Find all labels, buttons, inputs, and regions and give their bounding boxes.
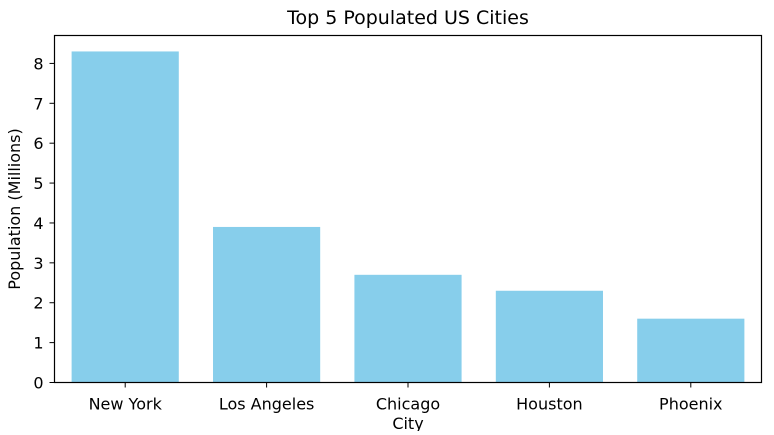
y-tick-label: 4 [33, 214, 43, 233]
y-tick-label: 6 [33, 134, 43, 153]
y-tick-label: 3 [33, 254, 43, 273]
bar-new-york [71, 51, 179, 383]
bar-chicago [354, 274, 462, 383]
x-tick-label: Phoenix [659, 395, 722, 414]
bars-group [71, 51, 745, 383]
y-tick-label: 1 [33, 334, 43, 353]
y-tick-label: 8 [33, 54, 43, 73]
x-tick-label: New York [89, 395, 163, 414]
y-axis: 0 1 2 3 4 5 6 7 8 [33, 54, 55, 393]
bar-houston [495, 290, 603, 383]
y-tick-label: 5 [33, 174, 43, 193]
x-axis: New York Los Angeles Chicago Houston Phoenix [89, 382, 723, 414]
plot-frame [53, 34, 763, 384]
chart-title: Top 5 Populated US Cities [286, 7, 529, 29]
x-axis-label: City [392, 414, 423, 431]
bar-phoenix [637, 318, 745, 383]
y-tick-label: 0 [33, 374, 43, 393]
x-tick-label: Houston [516, 395, 583, 414]
y-tick-label: 2 [33, 294, 43, 313]
y-tick-label: 7 [33, 94, 43, 113]
x-tick-label: Chicago [376, 395, 440, 414]
bar-los-angeles [213, 226, 321, 383]
y-axis-label: Population (Millions) [5, 128, 24, 289]
x-tick-label: Los Angeles [219, 395, 315, 414]
